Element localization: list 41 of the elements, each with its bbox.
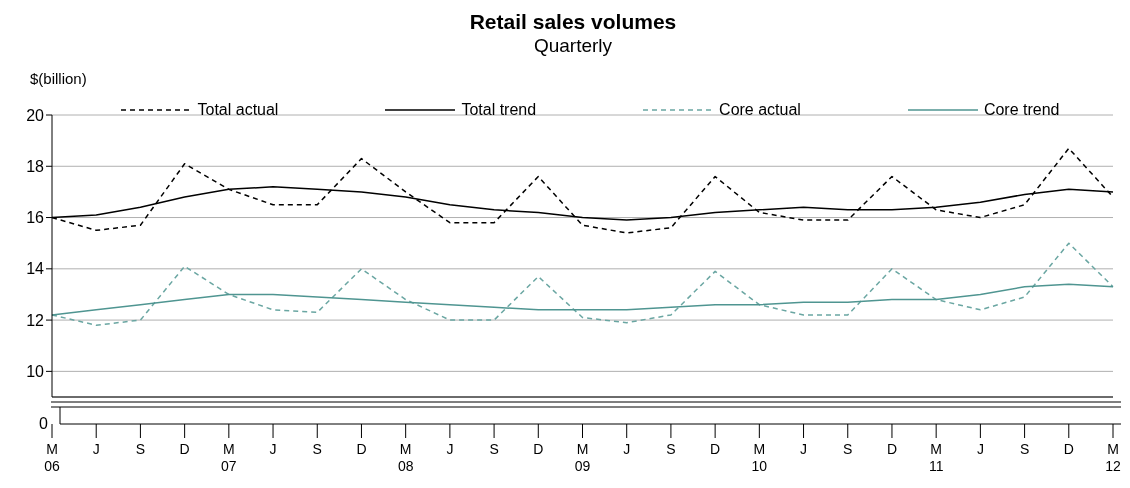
y-tick-label: 20 (26, 106, 45, 124)
x-tick-label: D (179, 441, 190, 457)
x-tick-label: D (886, 441, 898, 457)
x-tick-label: D (1063, 441, 1074, 457)
chart-title: Retail sales volumes (468, 10, 678, 34)
chart-subtitle: Quarterly (532, 35, 614, 57)
x-tick-label: M 10 (751, 441, 768, 474)
x-tick-label: D (356, 441, 367, 457)
x-tick-label: S (135, 441, 146, 457)
x-tick-label: J (800, 441, 808, 457)
x-tick-label: M 06 (44, 441, 60, 474)
x-tick-label: D (533, 441, 544, 457)
legend-label: Core trend (983, 101, 1060, 119)
x-tick-label: M 11 (928, 441, 944, 474)
x-tick-label: J (976, 441, 984, 457)
line-series (51, 283, 1114, 316)
x-tick-label: S (843, 441, 853, 457)
x-tick-label: M 09 (574, 441, 591, 474)
legend-label: Total actual (197, 101, 279, 119)
y-tick-label: 16 (26, 209, 45, 227)
x-tick-label: M 07 (221, 441, 237, 474)
legend-label: Core actual (719, 101, 801, 119)
x-tick-label: J (92, 441, 100, 457)
x-tick-label: S (489, 441, 499, 457)
x-tick-label: S (312, 441, 322, 457)
line-series (51, 242, 1114, 326)
x-tick-label: M 08 (397, 441, 414, 474)
y-tick-label: 12 (26, 311, 45, 329)
x-tick-label: S (1019, 441, 1030, 457)
y-tick-label: 18 (26, 157, 45, 175)
x-tick-label: D (710, 441, 721, 457)
x-tick-label: J (623, 441, 631, 457)
y-axis-title: $(billion) (30, 70, 87, 87)
x-tick-label: J (446, 441, 454, 457)
text: 0 (38, 415, 48, 433)
x-tick-label: J (269, 441, 277, 457)
y-tick-label: 14 (26, 260, 45, 278)
legend-label: Total trend (461, 101, 537, 119)
x-tick-label: S (666, 441, 676, 457)
x-tick-label: M 12 (1105, 441, 1121, 474)
y-tick-label: 10 (26, 363, 45, 381)
